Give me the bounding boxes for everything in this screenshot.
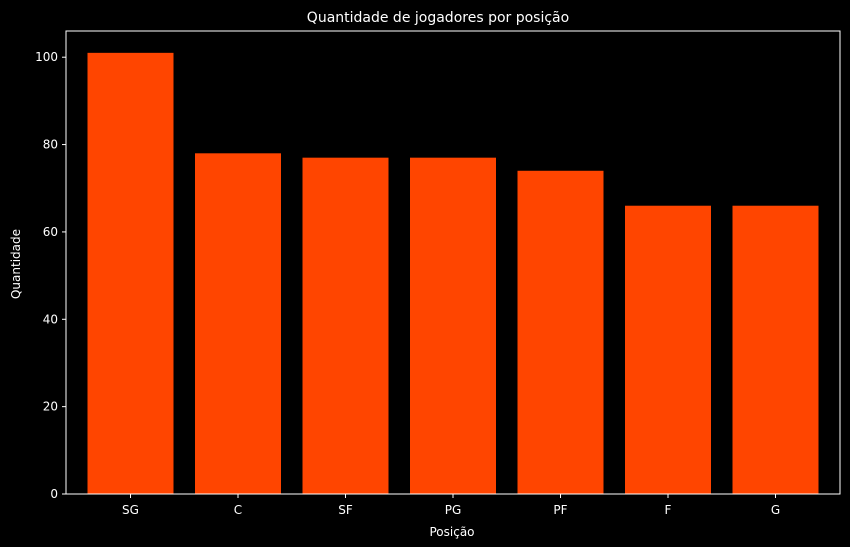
y-tick-label: 20 [43, 400, 58, 414]
bar-sg [87, 52, 174, 494]
bar-g [732, 205, 819, 494]
bar-c [195, 153, 281, 494]
x-tick-label: G [771, 503, 780, 517]
y-tick-label: 100 [35, 50, 58, 64]
y-axis-label: Quantidade [9, 229, 23, 299]
y-tick-label: 80 [43, 138, 58, 152]
x-tick-label: SG [122, 503, 139, 517]
x-tick-label: SF [338, 503, 353, 517]
bar-pg [410, 157, 496, 495]
y-tick-label: 60 [43, 225, 58, 239]
bar-pf [517, 170, 604, 494]
bar-f [625, 205, 711, 494]
x-tick-label: C [234, 503, 242, 517]
y-tick-label: 0 [50, 487, 58, 501]
x-tick-label: PG [445, 503, 462, 517]
x-tick-label: F [665, 503, 672, 517]
plot-area: SG C SF PG PF F G 0 20 40 60 80 100 [35, 30, 841, 517]
x-axis-label: Posição [429, 525, 474, 539]
x-tick-label: PF [553, 503, 567, 517]
chart-title: Quantidade de jogadores por posição [307, 10, 569, 26]
bar-sf [302, 157, 389, 495]
y-tick-label: 40 [43, 312, 58, 326]
